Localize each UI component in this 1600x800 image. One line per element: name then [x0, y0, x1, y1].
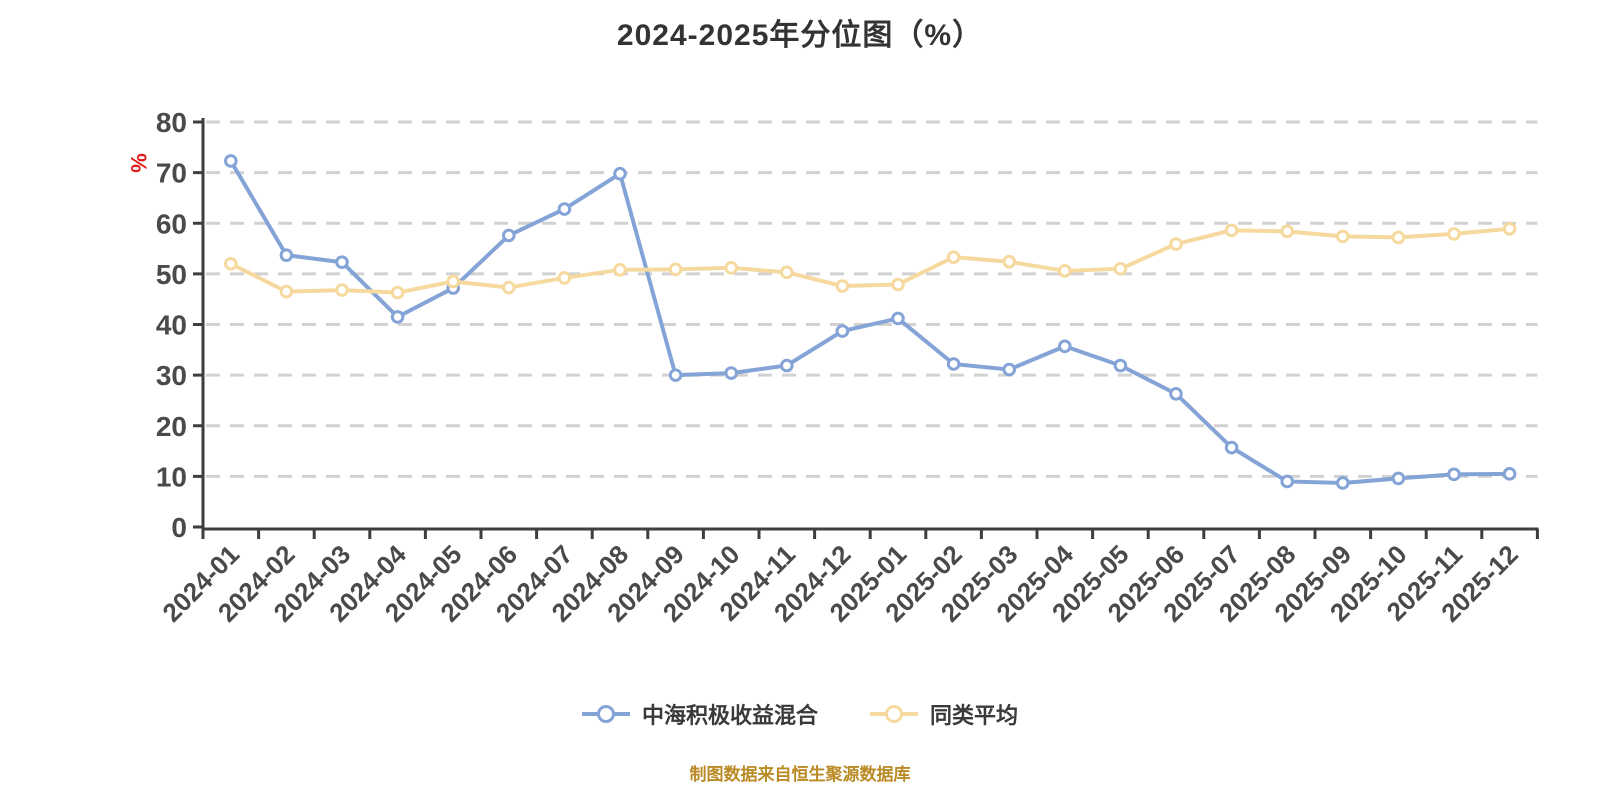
legend-item-average[interactable]: 同类平均 [870, 698, 1018, 730]
y-tick-label: 70 [156, 158, 187, 189]
data-point[interactable] [1336, 229, 1350, 244]
series-line [228, 226, 1512, 295]
data-point[interactable] [1391, 471, 1406, 486]
data-point[interactable] [724, 261, 739, 275]
data-point[interactable] [335, 283, 349, 297]
average-line-marker-icon [870, 705, 918, 723]
data-point[interactable] [1113, 262, 1128, 276]
data-point[interactable] [613, 166, 627, 181]
y-tick-label: 10 [156, 461, 187, 492]
data-point[interactable] [891, 311, 905, 326]
data-point[interactable] [1058, 339, 1072, 354]
y-tick-label: 50 [156, 259, 187, 290]
y-tick-label: 30 [156, 360, 187, 391]
data-point[interactable] [1280, 474, 1294, 489]
data-point[interactable] [390, 310, 405, 324]
data-point[interactable] [1058, 264, 1072, 278]
data-point[interactable] [1391, 230, 1406, 245]
data-point[interactable] [1224, 440, 1239, 455]
y-tick-label: 40 [156, 310, 187, 341]
data-point[interactable] [335, 255, 349, 270]
data-point[interactable] [1447, 467, 1461, 482]
data-point[interactable] [724, 366, 739, 380]
data-point[interactable] [780, 265, 794, 280]
data-point[interactable] [835, 279, 850, 293]
y-tick-label: 20 [156, 411, 187, 442]
data-source-caption: 制图数据来自恒生聚源数据库 [689, 765, 911, 784]
data-point[interactable] [279, 248, 294, 262]
legend-item-fund[interactable]: 中海积极收益混合 [581, 698, 818, 730]
data-point[interactable] [279, 284, 294, 299]
data-point[interactable] [1447, 227, 1461, 241]
chart-legend: 中海积极收益混合 同类平均 [0, 698, 1600, 730]
data-point[interactable] [1002, 254, 1017, 269]
data-point[interactable] [1002, 362, 1017, 377]
data-point[interactable] [557, 202, 572, 216]
data-point[interactable] [446, 274, 461, 289]
data-point[interactable] [1502, 222, 1517, 236]
data-point[interactable] [224, 256, 238, 271]
data-point[interactable] [1336, 476, 1350, 490]
legend-label-fund: 中海积极收益混合 [641, 703, 818, 728]
data-point[interactable] [390, 285, 405, 300]
data-point[interactable] [1224, 223, 1239, 238]
data-point[interactable] [946, 357, 961, 371]
data-point[interactable] [1502, 467, 1517, 481]
data-point[interactable] [502, 280, 516, 295]
chart-title: 2024-2025年分位图（%） [616, 19, 984, 52]
data-point[interactable] [502, 228, 516, 243]
series-line [228, 158, 1512, 485]
data-point[interactable] [613, 263, 627, 277]
y-tick-label: 80 [156, 107, 187, 138]
data-point[interactable] [557, 271, 572, 285]
data-point[interactable] [946, 250, 961, 264]
percentile-line-plot: 010203040506070802024-012024-022024-0320… [156, 107, 1539, 628]
data-point[interactable] [1113, 358, 1128, 373]
data-point[interactable] [891, 277, 905, 292]
data-point[interactable] [1280, 224, 1294, 239]
data-point[interactable] [835, 324, 850, 338]
data-point[interactable] [1169, 237, 1183, 251]
data-point[interactable] [224, 154, 238, 168]
legend-label-average: 同类平均 [930, 703, 1019, 728]
data-point[interactable] [668, 262, 683, 277]
data-point[interactable] [1169, 387, 1183, 401]
data-point[interactable] [780, 358, 794, 373]
data-point[interactable] [668, 368, 683, 382]
y-tick-label: 60 [156, 208, 187, 239]
fund-line-marker-icon [581, 705, 630, 723]
y-tick-label: 0 [171, 512, 187, 543]
